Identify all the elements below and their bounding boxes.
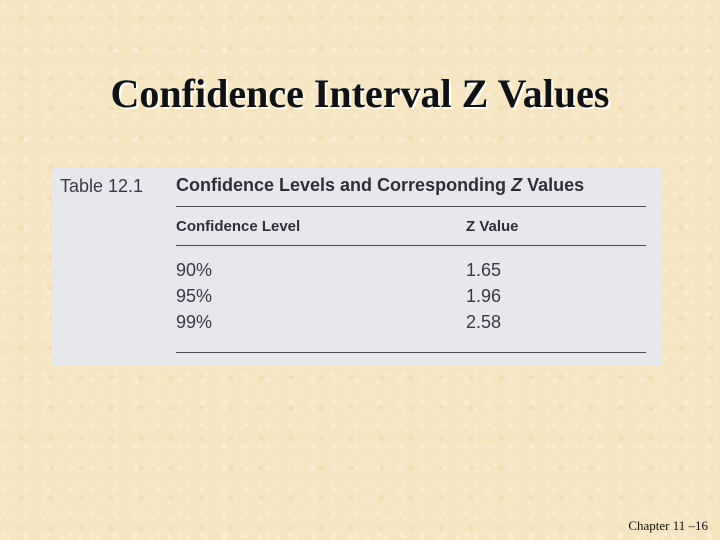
table-row: 95% 1.96 (176, 283, 646, 309)
table-row: 90% 1.65 (176, 257, 646, 283)
table-caption-suffix: Values (522, 175, 585, 195)
table-caption-prefix: Confidence Levels and Corresponding (176, 175, 512, 195)
confidence-level-cell: 90% (176, 260, 213, 280)
table-top-rule (176, 206, 646, 207)
table-header-rule (176, 245, 646, 246)
table-caption-emphasis: Z (511, 175, 523, 195)
z-value-cell: 1.96 (466, 286, 502, 306)
z-value-cell: 1.65 (466, 260, 502, 280)
table-row: 99% 2.58 (176, 309, 646, 335)
column-header-z-value: Z Value (466, 218, 519, 235)
table-image: Table 12.1 Confidence Levels and Corresp… (52, 168, 662, 366)
slide-footer: Chapter 11 –16 (628, 518, 708, 533)
z-value-cell: 2.58 (466, 312, 502, 332)
confidence-level-cell: 99% (176, 312, 213, 332)
column-header-confidence-level: Confidence Level (176, 218, 301, 235)
confidence-level-cell: 95% (176, 286, 213, 306)
table-number: Table 12.1 (60, 176, 144, 196)
table-bottom-rule (176, 352, 646, 353)
table-caption: Confidence Levels and Corresponding Z Va… (176, 174, 584, 196)
slide-title: Confidence Interval Z Values (110, 71, 610, 116)
